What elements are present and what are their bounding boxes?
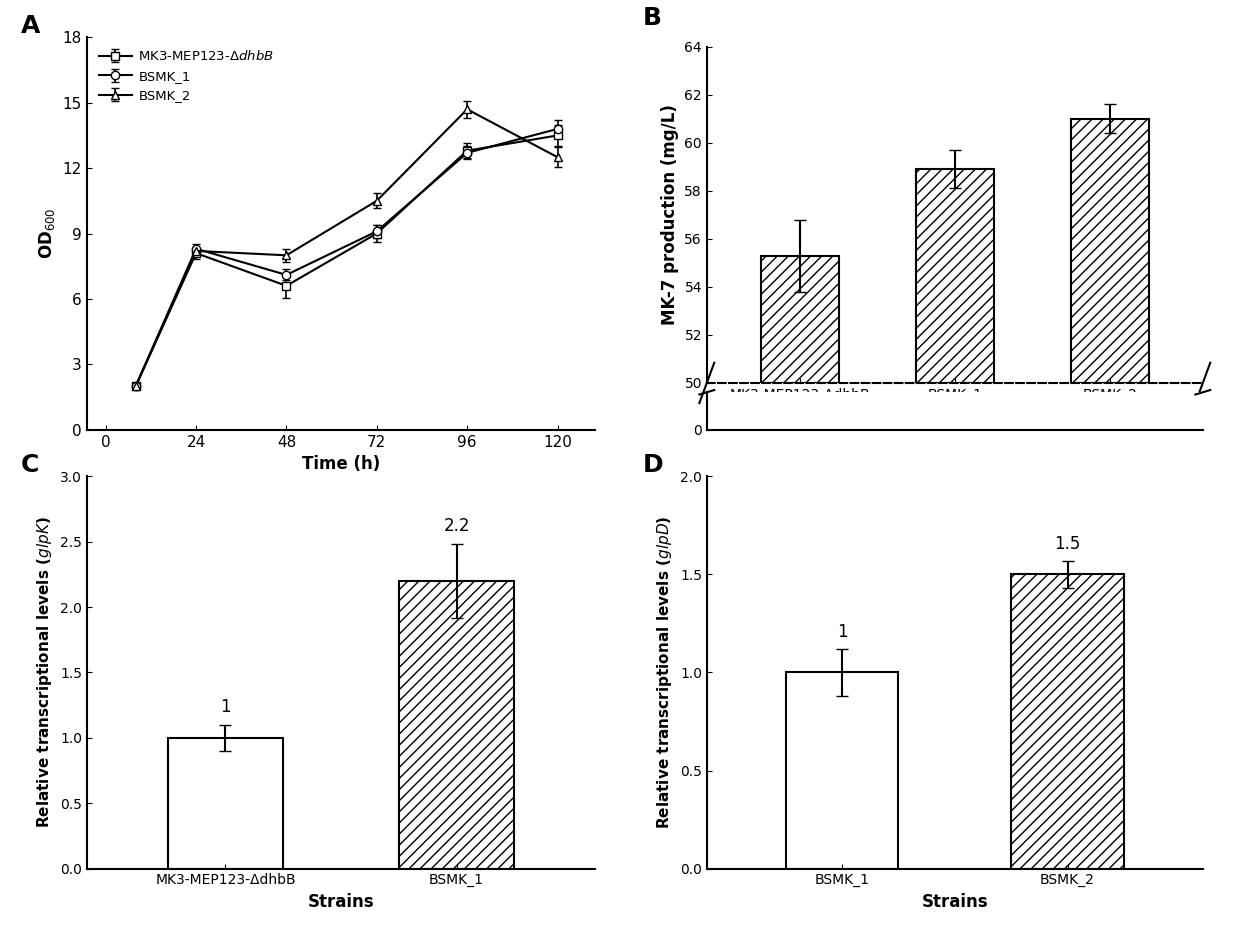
Y-axis label: OD$_{600}$: OD$_{600}$ xyxy=(37,207,57,260)
Text: 1: 1 xyxy=(221,698,231,715)
Bar xyxy=(916,169,993,383)
X-axis label: Strains: Strains xyxy=(921,407,988,425)
Bar xyxy=(167,738,283,869)
Text: A: A xyxy=(21,14,40,37)
Text: D: D xyxy=(642,453,663,476)
Bar xyxy=(1071,119,1148,383)
Text: C: C xyxy=(21,453,40,476)
Bar xyxy=(786,672,899,869)
Y-axis label: Relative transcriptional levels ($\mathit{glpK}$): Relative transcriptional levels ($\mathi… xyxy=(36,517,55,828)
Text: 1: 1 xyxy=(837,623,847,641)
X-axis label: Strains: Strains xyxy=(308,893,374,911)
Bar xyxy=(1011,574,1123,869)
Bar xyxy=(399,581,515,869)
Text: B: B xyxy=(642,7,661,30)
X-axis label: Time (h): Time (h) xyxy=(301,455,381,473)
Text: 1.5: 1.5 xyxy=(1054,535,1081,553)
Legend: MK3-MEP123-Δ$\mathit{dhbB}$, BSMK_1, BSMK_2: MK3-MEP123-Δ$\mathit{dhbB}$, BSMK_1, BSM… xyxy=(93,44,279,107)
Y-axis label: MK-7 production (mg/L): MK-7 production (mg/L) xyxy=(661,105,678,325)
X-axis label: Strains: Strains xyxy=(921,893,988,911)
Text: 2.2: 2.2 xyxy=(443,517,470,535)
Bar xyxy=(761,256,838,383)
Y-axis label: Relative transcriptional levels ($\mathit{glpD}$): Relative transcriptional levels ($\mathi… xyxy=(656,516,675,829)
